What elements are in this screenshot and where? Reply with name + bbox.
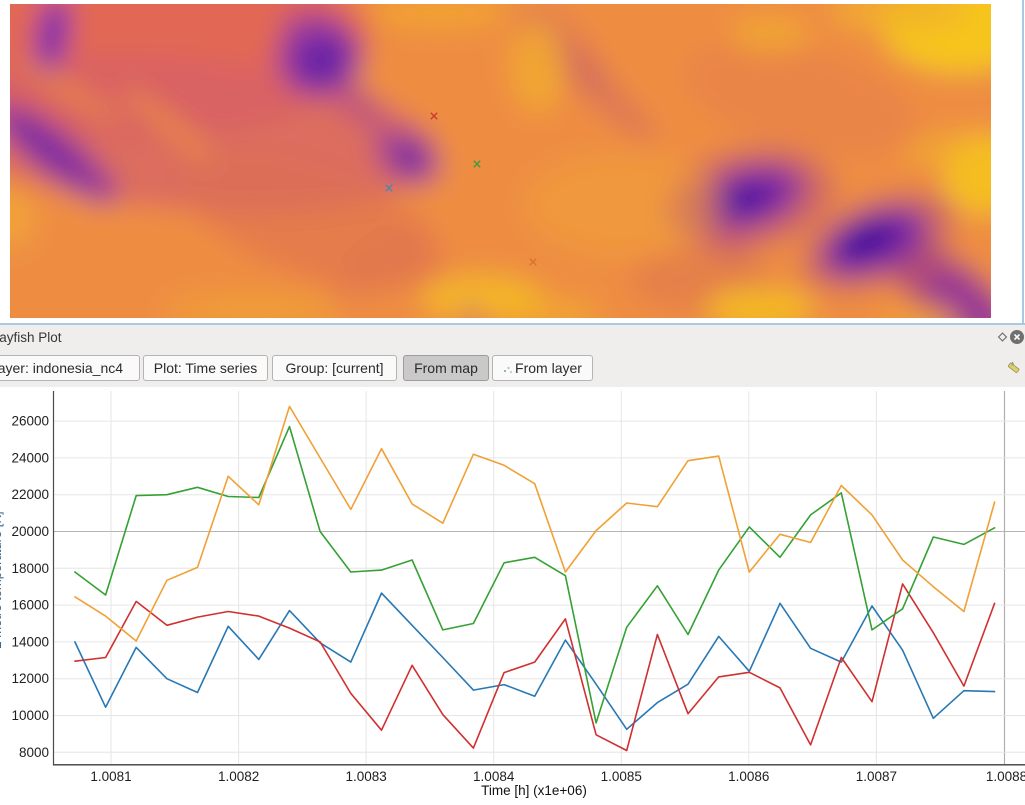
svg-text:1.0088: 1.0088	[986, 769, 1025, 784]
svg-text:12000: 12000	[11, 671, 49, 686]
svg-text:1.0083: 1.0083	[345, 769, 386, 784]
svg-text:1.0082: 1.0082	[218, 769, 259, 784]
svg-text:22000: 22000	[11, 487, 49, 502]
svg-text:1.0084: 1.0084	[473, 769, 515, 784]
svg-text:1.0085: 1.0085	[601, 769, 642, 784]
svg-text:24000: 24000	[11, 450, 49, 465]
svg-text:1.0081: 1.0081	[90, 769, 131, 784]
svg-text:8000: 8000	[19, 745, 49, 760]
svg-text:18000: 18000	[11, 561, 49, 576]
svg-text:2 metre temperature [K]: 2 metre temperature [K]	[0, 511, 4, 648]
svg-text:14000: 14000	[11, 634, 49, 649]
svg-text:10000: 10000	[11, 708, 49, 723]
svg-text:1.0087: 1.0087	[856, 769, 897, 784]
svg-text:Time [h] (x1e+06): Time [h] (x1e+06)	[481, 783, 587, 798]
svg-text:16000: 16000	[11, 598, 49, 613]
svg-text:26000: 26000	[11, 414, 49, 429]
svg-text:1.0086: 1.0086	[728, 769, 769, 784]
svg-text:20000: 20000	[11, 524, 49, 539]
